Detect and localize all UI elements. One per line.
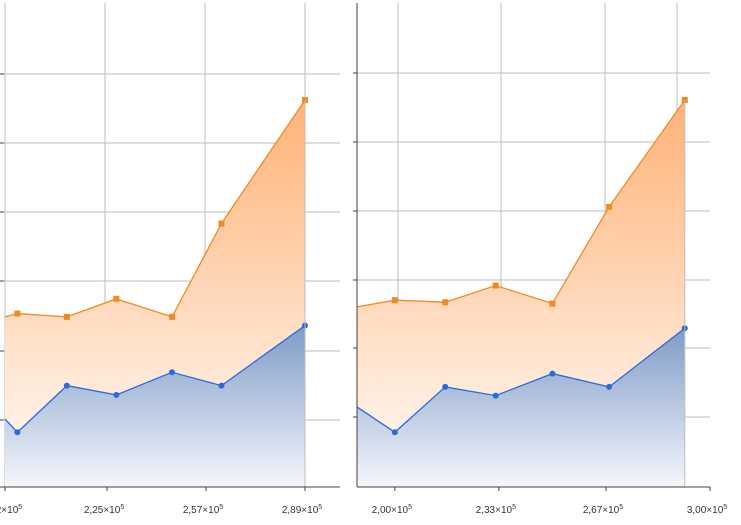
upper-series-point <box>218 220 225 227</box>
lower-series-point <box>113 391 120 398</box>
upper-area-fill <box>357 100 685 433</box>
x-tick-label-exponent: 5 <box>18 504 22 511</box>
right-chart-panel: 2,00×105 2,33×105 2,67×105 3,00×105 <box>353 3 727 516</box>
x-tick-label-exponent: 5 <box>318 504 322 511</box>
x-tick-label-exponent: 5 <box>408 504 412 511</box>
x-tick-label-exponent: 5 <box>723 504 727 511</box>
x-tick-label-base: 3,00×10 <box>687 505 724 516</box>
lower-series-point <box>169 369 176 376</box>
x-tick-label-base: 1,92×10 <box>0 505 19 516</box>
x-tick-label: 2,89×105 <box>282 504 322 516</box>
upper-series-point <box>606 203 613 210</box>
upper-series-point <box>442 299 449 306</box>
x-tick-label: 2,67×105 <box>583 504 623 516</box>
lower-series-point <box>442 383 449 390</box>
lower-series-point <box>549 370 556 377</box>
lower-series-point <box>391 429 398 436</box>
x-tick-label-base: 2,33×10 <box>476 505 513 516</box>
x-tick-label-exponent: 5 <box>120 504 124 511</box>
x-tick-label-base: 2,00×10 <box>372 505 409 516</box>
x-tick-label-exponent: 5 <box>512 504 516 511</box>
lower-series-point <box>14 429 21 436</box>
lower-series-point <box>63 382 70 389</box>
upper-series-point <box>14 310 21 317</box>
lower-series-point <box>492 392 499 399</box>
x-tick-label: 2,57×105 <box>183 504 223 516</box>
x-tick-label-base: 2,89×10 <box>282 505 319 516</box>
x-tick-label: 1,92×105 <box>0 504 22 516</box>
x-tick-label-base: 2,67×10 <box>583 505 620 516</box>
upper-series-point <box>391 297 398 304</box>
x-tick-label-exponent: 5 <box>619 504 623 511</box>
lower-series-point <box>606 383 613 390</box>
x-tick-label: 3,00×105 <box>687 504 727 516</box>
x-tick-label: 2,33×105 <box>476 504 516 516</box>
upper-series-point <box>63 313 70 320</box>
upper-series-point <box>549 300 556 307</box>
upper-series-point <box>492 282 499 289</box>
lower-area-fill <box>357 328 685 487</box>
upper-series-point <box>113 295 120 302</box>
x-tick-label: 2,00×105 <box>372 504 412 516</box>
lower-series-point <box>218 382 225 389</box>
x-tick-label-base: 2,57×10 <box>183 505 220 516</box>
upper-area-fill <box>5 100 305 433</box>
x-tick-label: 2,25×105 <box>84 504 124 516</box>
x-tick-label-exponent: 5 <box>219 504 223 511</box>
upper-series-point <box>169 313 176 320</box>
lower-area-fill <box>5 325 305 487</box>
x-tick-label-base: 2,25×10 <box>84 505 121 516</box>
